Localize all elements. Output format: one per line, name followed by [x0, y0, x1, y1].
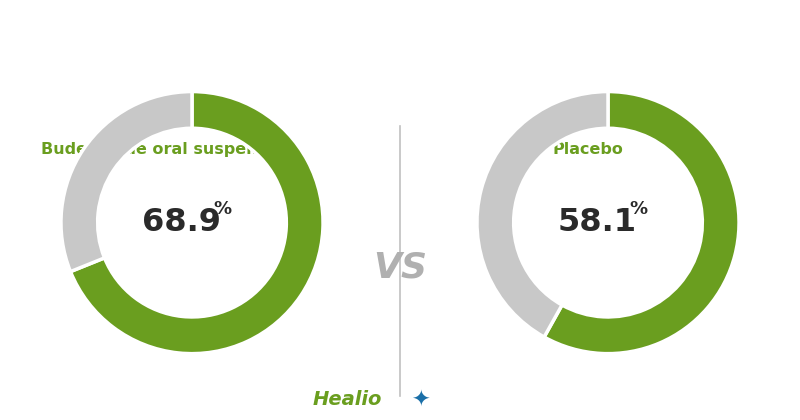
Text: ✦: ✦: [410, 391, 430, 411]
Text: Placebo: Placebo: [553, 142, 623, 157]
Text: %: %: [213, 200, 231, 218]
Wedge shape: [70, 92, 323, 354]
Text: 68.9: 68.9: [142, 207, 221, 238]
Wedge shape: [61, 92, 192, 272]
Text: VS: VS: [373, 250, 427, 284]
Text: %: %: [629, 200, 647, 218]
Wedge shape: [544, 92, 739, 354]
Text: Healio: Healio: [313, 390, 382, 409]
Text: Budesonide oral suspension: Budesonide oral suspension: [41, 142, 295, 157]
Text: Symptom response among pediatric patients with: Symptom response among pediatric patient…: [135, 34, 665, 54]
Text: eosinophilic esophagitis and dysphagia treated with:: eosinophilic esophagitis and dysphagia t…: [118, 85, 682, 104]
Text: 58.1: 58.1: [558, 207, 637, 238]
Wedge shape: [477, 92, 608, 337]
